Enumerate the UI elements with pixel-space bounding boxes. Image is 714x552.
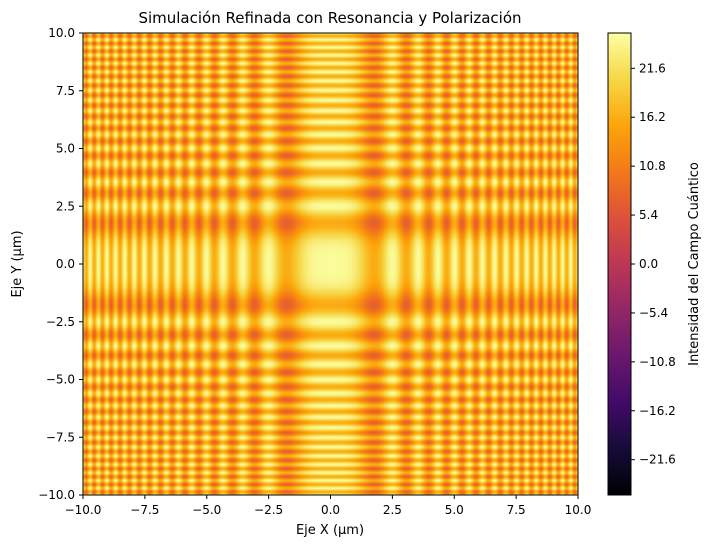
x-tick-label: 10.0 [565,503,592,517]
colorbar-tick-label: 5.4 [639,208,658,222]
colorbar-tick-label: −21.6 [639,453,676,467]
x-axis-ticks: −10.0 −7.5 −5.0 −2.5 0.0 2.5 5.0 7.5 10.0 [65,495,592,517]
y-tick-label: 5.0 [56,142,75,156]
y-tick-label: −10.0 [38,488,75,502]
colorbar-ticks: 21.6 16.2 10.8 5.4 0.0 −5.4 −10.8 −16.2 −21.6 [631,61,676,467]
y-tick-label: 7.5 [56,84,75,98]
colorbar: 21.6 16.2 10.8 5.4 0.0 −5.4 −10.8 −16.2 −21.6 In… [607,32,702,496]
colorbar-label: Intensidad del Campo Cuántico [687,162,702,366]
y-tick-label: 2.5 [56,199,75,213]
x-tick-label: 7.5 [507,503,526,517]
y-axis-ticks: 10.0 7.5 5.0 2.5 0.0 −2.5 −5.0 −7.5 −10.0 [38,26,83,502]
x-tick-label: 5.0 [445,503,464,517]
x-tick-label: −10.0 [65,503,102,517]
y-tick-label: 10.0 [48,26,75,40]
heatmap-canvas-holder [83,33,578,495]
colorbar-tick-label: 10.8 [639,159,666,173]
colorbar-gradient [607,32,632,496]
x-axis-label: Eje X (μm) [296,523,364,538]
y-tick-label: −5.0 [46,373,75,387]
colorbar-tick-label: 16.2 [639,110,666,124]
heatmap-plot-area [82,32,579,496]
x-tick-label: 2.5 [383,503,402,517]
y-tick-label: 0.0 [56,257,75,271]
colorbar-tick-label: 21.6 [639,61,666,75]
y-tick-label: −7.5 [46,430,75,444]
colorbar-tick-label: −10.8 [639,355,676,369]
chart-title: Simulación Refinada con Resonancia y Pol… [138,9,521,27]
x-tick-label: 0.0 [321,503,340,517]
x-tick-label: −2.5 [254,503,283,517]
y-axis-label: Eje Y (μm) [10,230,25,297]
colorbar-tick-label: 0.0 [639,257,658,271]
colorbar-tick-label: −5.4 [639,306,668,320]
heatmap-image [83,33,578,495]
colorbar-tick-label: −16.2 [639,404,676,418]
x-tick-label: −7.5 [130,503,159,517]
x-tick-label: −5.0 [192,503,221,517]
y-tick-label: −2.5 [46,315,75,329]
